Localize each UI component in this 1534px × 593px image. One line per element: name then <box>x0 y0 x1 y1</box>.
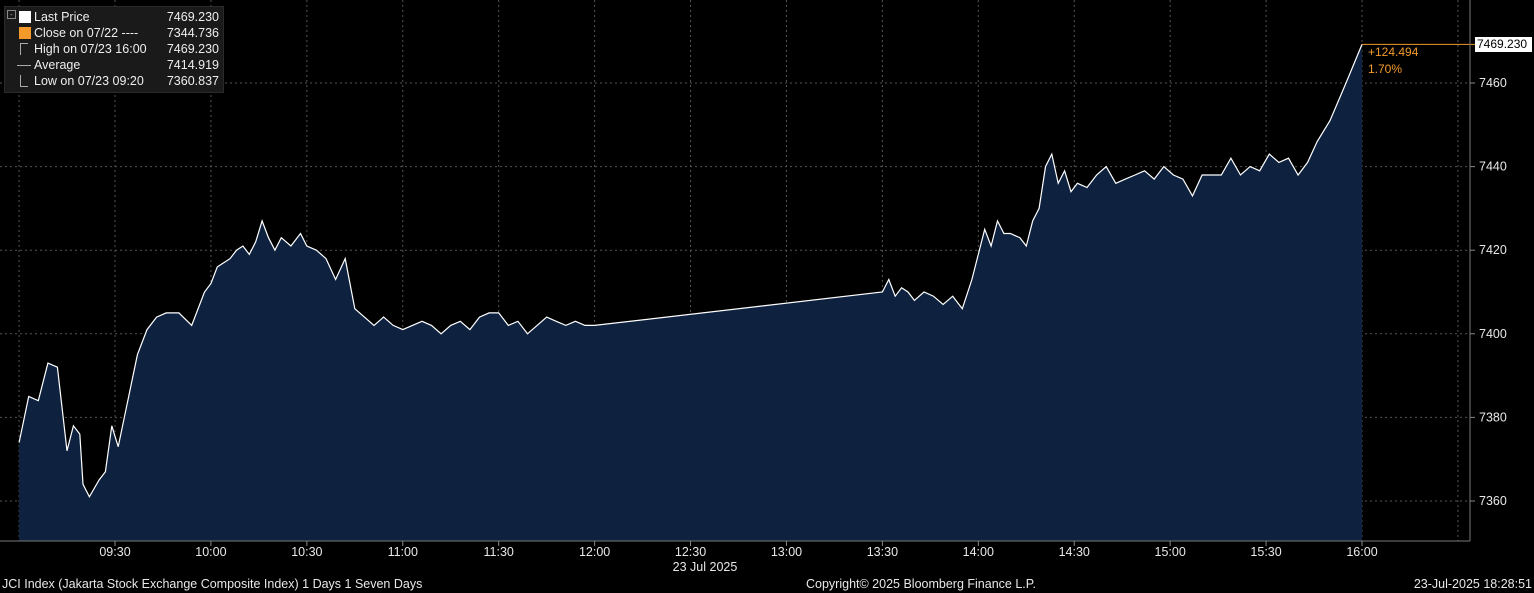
change-absolute: +124.494 <box>1368 45 1419 59</box>
legend-value: 7414.919 <box>166 58 219 72</box>
y-tick-label: 7400 <box>1479 327 1507 341</box>
y-tick-label: 7420 <box>1479 243 1507 257</box>
x-tick-label: 14:30 <box>1059 545 1090 559</box>
y-tick-label: 7440 <box>1479 160 1507 174</box>
legend-label: Low on 07/23 09:20 <box>34 74 144 88</box>
legend-close-swatch <box>19 27 31 39</box>
legend-label: High on 07/23 16:00 <box>34 42 147 56</box>
x-tick-label: 15:00 <box>1155 545 1186 559</box>
y-axis-ticks: 7360 7380 7400 7420 7440 7460 <box>1470 76 1507 508</box>
x-tick-label: 11:00 <box>388 545 418 559</box>
price-line <box>18 44 1363 499</box>
y-tick-label: 7360 <box>1479 494 1507 508</box>
legend-value: 7344.736 <box>166 26 219 40</box>
legend-value: 7360.837 <box>166 74 219 88</box>
chart-legend: Last Price 7469.230 Close on 07/22 ---- … <box>4 6 224 93</box>
y-tick-label: 7380 <box>1479 410 1507 424</box>
legend-average: Average 7414.919 <box>5 57 223 73</box>
footer-copyright: Copyright© 2025 Bloomberg Finance L.P. <box>806 577 1036 591</box>
footer-timestamp: 23-Jul-2025 18:28:51 <box>1413 577 1532 591</box>
legend-value: 7469.230 <box>166 10 219 24</box>
x-tick-label: 12:30 <box>675 545 706 559</box>
low-marker-icon <box>20 75 28 87</box>
legend-close: Close on 07/22 ---- 7344.736 <box>5 25 223 41</box>
x-tick-label: 13:30 <box>867 545 898 559</box>
legend-collapse-icon[interactable]: - <box>7 10 16 19</box>
x-tick-label: 09:30 <box>99 545 130 559</box>
high-marker-icon <box>20 43 28 55</box>
legend-low: Low on 07/23 09:20 7360.837 <box>5 73 223 89</box>
x-tick-label: 10:30 <box>291 545 322 559</box>
price-area-fill <box>19 44 1363 542</box>
legend-label: Last Price <box>34 10 90 24</box>
legend-value: 7469.230 <box>166 42 219 56</box>
x-tick-label: 12:00 <box>579 545 610 559</box>
x-tick-label: 10:00 <box>195 545 226 559</box>
x-axis-date-label: 23 Jul 2025 <box>673 560 738 574</box>
x-tick-label: 14:00 <box>963 545 994 559</box>
x-tick-label: 13:00 <box>771 545 802 559</box>
x-tick-label: 16:00 <box>1346 545 1377 559</box>
legend-last-price: Last Price 7469.230 <box>5 9 223 25</box>
legend-label: Close on 07/22 ---- <box>34 26 139 40</box>
legend-label: Average <box>34 58 81 72</box>
footer-security-description: JCI Index (Jakarta Stock Exchange Compos… <box>2 577 423 591</box>
x-tick-label: 15:30 <box>1250 545 1281 559</box>
y-tick-label: 7460 <box>1479 76 1507 90</box>
x-tick-label: 11:30 <box>484 545 514 559</box>
legend-high: High on 07/23 16:00 7469.230 <box>5 41 223 57</box>
last-price-tag: 7469.230 <box>1475 37 1532 52</box>
average-marker-icon <box>17 65 31 66</box>
legend-last-price-swatch <box>19 11 31 23</box>
change-percent: 1.70% <box>1368 62 1403 76</box>
x-axis-ticks: 09:30 10:00 10:30 11:00 11:30 12:00 12:30 13:00… <box>99 541 1378 559</box>
